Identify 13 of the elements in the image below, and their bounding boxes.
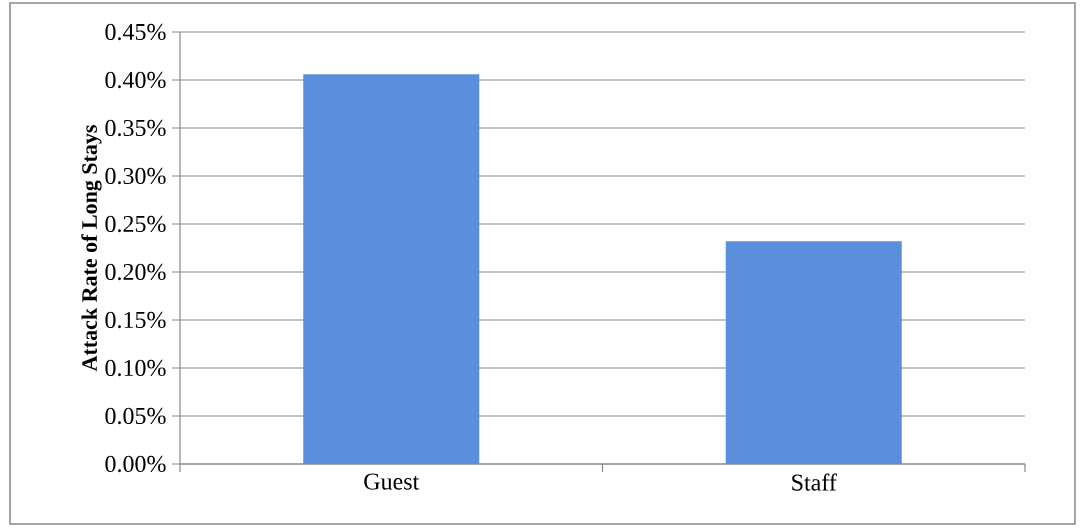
- x-tick-label: Guest: [364, 473, 420, 490]
- y-tick-label: 0.00%: [105, 455, 166, 473]
- y-tick-label: 0.10%: [105, 359, 166, 377]
- y-tick-label: 0.05%: [105, 407, 166, 425]
- y-tick-label: 0.30%: [105, 167, 166, 185]
- x-tick-label: Staff: [792, 473, 837, 491]
- y-tick-label: 0.35%: [105, 119, 166, 137]
- y-tick-label: 0.25%: [105, 215, 166, 233]
- y-tick-label: 0.45%: [105, 23, 166, 41]
- y-axis-title: Attack Rate of Long Stays: [81, 125, 102, 372]
- y-tick-label: 0.15%: [105, 311, 166, 329]
- y-tick-label: 0.20%: [105, 263, 166, 281]
- y-tick-label: 0.40%: [105, 71, 166, 89]
